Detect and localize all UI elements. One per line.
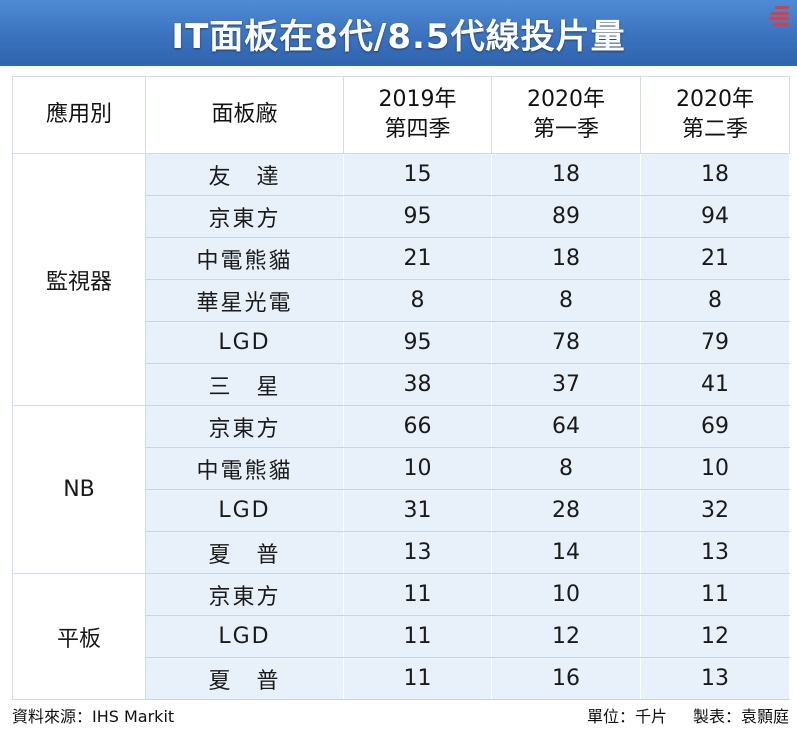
- header-2019-q4: 2019年 第四季: [343, 76, 492, 154]
- panel-maker-cell: 友 達: [145, 153, 344, 196]
- table-row: 中電熊貓 21 18 21: [13, 237, 790, 280]
- value-cell: 31: [343, 489, 492, 532]
- value-cell: 69: [640, 405, 790, 448]
- table-row: LGD 31 28 32: [13, 489, 790, 532]
- value-cell: 32: [640, 489, 790, 532]
- header-2020-q2: 2020年 第二季: [640, 76, 790, 154]
- value-cell: 37: [491, 363, 641, 406]
- value-cell: 95: [343, 195, 492, 238]
- value-cell: 18: [491, 237, 641, 280]
- data-table-wrapper: 應用別 面板廠 2019年 第四季 2020年 第一季 2020年 第二季 監視器友 …: [12, 76, 790, 700]
- value-cell: 13: [343, 531, 492, 574]
- table-row: 京東方 95 89 94: [13, 195, 790, 238]
- table-row: LGD 95 78 79: [13, 321, 790, 364]
- panel-maker-cell: 華星光電: [145, 279, 344, 322]
- value-cell: 12: [491, 615, 641, 658]
- footer-right: 單位：千片 製表：袁顥庭: [587, 703, 789, 727]
- value-cell: 10: [640, 447, 790, 490]
- value-cell: 94: [640, 195, 790, 238]
- panel-maker-cell: 夏 普: [145, 531, 344, 574]
- table-row: 夏 普 11 16 13: [13, 657, 790, 700]
- value-cell: 11: [343, 573, 492, 616]
- value-cell: 28: [491, 489, 641, 532]
- header-panel-maker: 面板廠: [145, 76, 344, 154]
- value-cell: 21: [640, 237, 790, 280]
- header-application: 應用別: [12, 76, 146, 154]
- data-table: 應用別 面板廠 2019年 第四季 2020年 第一季 2020年 第二季 監視器友 …: [12, 76, 790, 700]
- value-cell: 14: [491, 531, 641, 574]
- category-cell: NB: [12, 405, 146, 574]
- table-row: 夏 普 13 14 13: [13, 531, 790, 574]
- value-cell: 13: [640, 531, 790, 574]
- table-row: LGD 11 12 12: [13, 615, 790, 658]
- panel-maker-cell: 三 星: [145, 363, 344, 406]
- value-cell: 16: [491, 657, 641, 700]
- value-cell: 18: [491, 153, 641, 196]
- table-body: 監視器友 達 15 18 18 京東方 95 89 94 中電熊貓 21 18 21 華星光電 8 8 8 LG…: [12, 153, 790, 700]
- footer: 資料來源：IHS Markit 單位：千片 製表：袁顥庭: [12, 700, 789, 730]
- value-cell: 8: [491, 447, 641, 490]
- value-cell: 10: [491, 573, 641, 616]
- table-row: 三 星 38 37 41: [13, 363, 790, 406]
- publisher-logo-icon: [769, 6, 789, 26]
- value-cell: 18: [640, 153, 790, 196]
- value-cell: 8: [343, 279, 492, 322]
- value-cell: 21: [343, 237, 492, 280]
- panel-maker-cell: LGD: [145, 489, 344, 532]
- title-bar: IT面板在8代/8.5代線投片量: [0, 0, 797, 66]
- value-cell: 15: [343, 153, 492, 196]
- value-cell: 79: [640, 321, 790, 364]
- value-cell: 13: [640, 657, 790, 700]
- panel-maker-cell: LGD: [145, 321, 344, 364]
- table-row: 華星光電 8 8 8: [13, 279, 790, 322]
- value-cell: 41: [640, 363, 790, 406]
- panel-maker-cell: 京東方: [145, 573, 344, 616]
- unit-note: 單位：千片: [586, 707, 667, 726]
- table-row: NB 京東方 66 64 69: [12, 405, 790, 574]
- value-cell: 8: [640, 279, 790, 322]
- category-cell: 平板: [12, 573, 146, 700]
- source-note: 資料來源：IHS Markit: [12, 707, 175, 726]
- header-2020-q1: 2020年 第一季: [491, 76, 641, 154]
- header-row: 應用別 面板廠 2019年 第四季 2020年 第一季 2020年 第二季: [12, 76, 790, 154]
- value-cell: 12: [640, 615, 790, 658]
- value-cell: 11: [343, 657, 492, 700]
- value-cell: 66: [343, 405, 492, 448]
- panel-maker-cell: 京東方: [145, 195, 344, 238]
- value-cell: 78: [491, 321, 641, 364]
- panel-maker-cell: 京東方: [145, 405, 344, 448]
- value-cell: 64: [491, 405, 641, 448]
- panel-maker-cell: 中電熊貓: [145, 237, 344, 280]
- panel-maker-cell: LGD: [145, 615, 344, 658]
- value-cell: 10: [343, 447, 492, 490]
- table-row: 平板 京東方 11 10 11: [12, 573, 790, 700]
- credit-note: 製表：袁顥庭: [692, 707, 789, 726]
- table-row: 中電熊貓 10 8 10: [13, 447, 790, 490]
- value-cell: 11: [640, 573, 790, 616]
- value-cell: 11: [343, 615, 492, 658]
- table-row: 監視器友 達 15 18 18: [12, 153, 790, 406]
- category-cell: 監視器: [12, 153, 146, 406]
- panel-maker-cell: 中電熊貓: [145, 447, 344, 490]
- value-cell: 89: [491, 195, 641, 238]
- panel-maker-cell: 夏 普: [145, 657, 344, 700]
- value-cell: 8: [491, 279, 641, 322]
- value-cell: 38: [343, 363, 492, 406]
- value-cell: 95: [343, 321, 492, 364]
- chart-title: IT面板在8代/8.5代線投片量: [171, 16, 626, 57]
